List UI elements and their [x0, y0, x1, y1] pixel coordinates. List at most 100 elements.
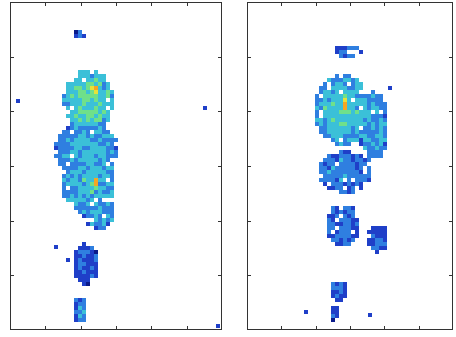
- heatmap-cell: [323, 162, 327, 166]
- heatmap-cell: [339, 290, 343, 294]
- heatmap-cell: [355, 182, 359, 186]
- heatmap-cell: [355, 90, 359, 94]
- heatmap-cell: [82, 266, 86, 270]
- heatmap-cell: [66, 194, 70, 198]
- heatmap-cell: [367, 170, 371, 174]
- heatmap-outlier-cell: [54, 245, 58, 249]
- heatmap-cell: [106, 202, 110, 206]
- heatmap-cell: [86, 222, 90, 226]
- heatmap-cell: [86, 278, 90, 282]
- heatmap-cell: [335, 106, 339, 110]
- heatmap-left: [10, 2, 222, 330]
- heatmap-cell: [355, 86, 359, 90]
- heatmap-cell: [343, 206, 347, 210]
- heatmap-cell: [343, 154, 347, 158]
- heatmap-cell: [347, 210, 351, 214]
- heatmap-cell: [363, 118, 367, 122]
- heatmap-cell: [78, 166, 82, 170]
- heatmap-cell: [78, 30, 82, 34]
- heatmap-cell: [106, 142, 110, 146]
- heatmap-cell: [86, 118, 90, 122]
- heatmap-cell: [375, 146, 379, 150]
- heatmap-cell: [379, 98, 383, 102]
- heatmap-cell: [110, 142, 114, 146]
- heatmap-cell: [74, 270, 78, 274]
- heatmap-cell: [375, 126, 379, 130]
- heatmap-cell: [351, 166, 355, 170]
- heatmap-cell: [90, 174, 94, 178]
- heatmap-cell: [327, 102, 331, 106]
- heatmap-cell: [58, 146, 62, 150]
- heatmap-cells: [304, 46, 392, 322]
- heatmap-cell: [335, 158, 339, 162]
- heatmap-cell: [343, 78, 347, 82]
- heatmap-cell: [58, 154, 62, 158]
- heatmap-cell: [86, 198, 90, 202]
- heatmap-cell: [86, 110, 90, 114]
- heatmap-cell: [74, 182, 78, 186]
- heatmap-cell: [339, 242, 343, 246]
- heatmap-cell: [339, 190, 343, 194]
- heatmap-cell: [70, 158, 74, 162]
- heatmap-cell: [94, 138, 98, 142]
- heatmap-cell: [98, 194, 102, 198]
- heatmap-cell: [86, 206, 90, 210]
- heatmap-cell: [110, 146, 114, 150]
- heatmap-cell: [347, 54, 351, 58]
- heatmap-cell: [343, 82, 347, 86]
- heatmap-cell: [383, 146, 387, 150]
- heatmap-cell: [70, 170, 74, 174]
- heatmap-cell: [78, 154, 82, 158]
- heatmap-cell: [343, 234, 347, 238]
- heatmap-cell: [86, 70, 90, 74]
- heatmap-cell: [74, 198, 78, 202]
- heatmap-cell: [106, 182, 110, 186]
- heatmap-cell: [315, 118, 319, 122]
- heatmap-cell: [339, 122, 343, 126]
- heatmap-panel-left: [10, 2, 222, 330]
- heatmap-cell: [94, 266, 98, 270]
- heatmap-cell: [66, 158, 70, 162]
- heatmap-cell: [102, 122, 106, 126]
- heatmap-cell: [335, 242, 339, 246]
- heatmap-cell: [66, 170, 70, 174]
- heatmap-cell: [58, 142, 62, 146]
- heatmap-cell: [359, 130, 363, 134]
- heatmap-cell: [359, 86, 363, 90]
- heatmap-cell: [339, 126, 343, 130]
- heatmap-cell: [106, 138, 110, 142]
- heatmap-cell: [371, 114, 375, 118]
- heatmap-cell: [90, 126, 94, 130]
- heatmap-cell: [102, 202, 106, 206]
- heatmap-cell: [335, 178, 339, 182]
- heatmap-cell: [363, 174, 367, 178]
- heatmap-cell: [90, 178, 94, 182]
- heatmap-cell: [74, 110, 78, 114]
- heatmap-cell: [82, 202, 86, 206]
- heatmap-cell: [66, 98, 70, 102]
- heatmap-cell: [355, 158, 359, 162]
- heatmap-cell: [355, 130, 359, 134]
- heatmap-cell: [339, 118, 343, 122]
- heatmap-cell: [363, 162, 367, 166]
- heatmap-cell: [327, 158, 331, 162]
- heatmap-cell: [355, 114, 359, 118]
- heatmap-cell: [86, 102, 90, 106]
- heatmap-cell: [355, 154, 359, 158]
- heatmap-cell: [82, 34, 86, 38]
- heatmap-cell: [339, 134, 343, 138]
- heatmap-cell: [102, 166, 106, 170]
- heatmap-cell: [106, 158, 110, 162]
- heatmap-cell: [74, 86, 78, 90]
- heatmap-cell: [375, 102, 379, 106]
- heatmap-cell: [335, 170, 339, 174]
- heatmap-cell: [327, 154, 331, 158]
- heatmap-cell: [94, 182, 98, 186]
- heatmap-cell: [351, 222, 355, 226]
- heatmap-cell: [355, 94, 359, 98]
- heatmap-cell: [78, 138, 82, 142]
- heatmap-cell: [315, 106, 319, 110]
- heatmap-outlier-cell: [66, 258, 70, 262]
- heatmap-cell: [78, 254, 82, 258]
